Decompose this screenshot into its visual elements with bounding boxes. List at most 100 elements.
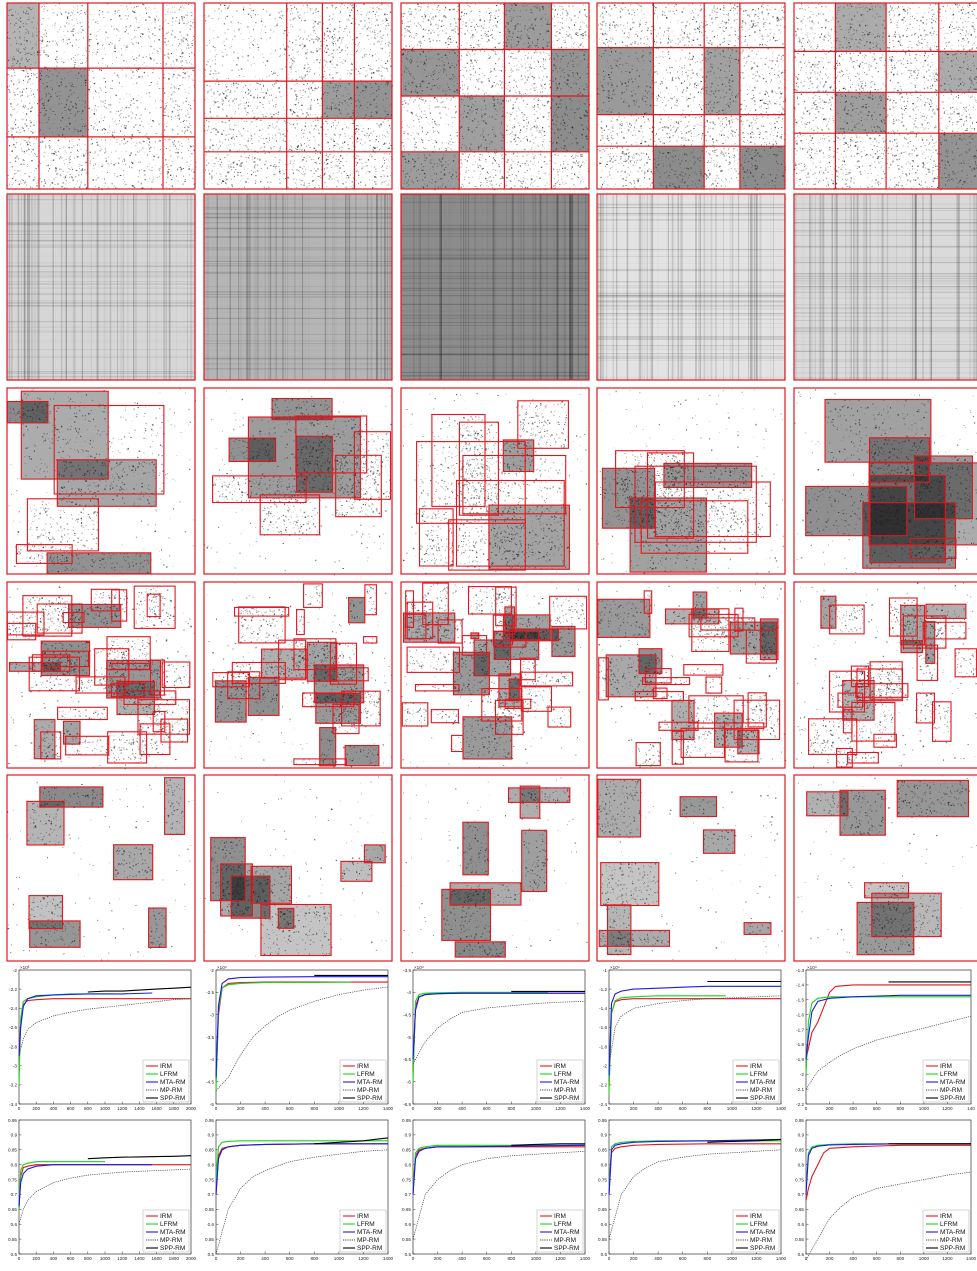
auc-chart-1: 0.50.550.60.650.70.750.80.850.90.950 200 4… <box>8 1118 197 1261</box>
legend-label: IRM <box>554 1063 566 1070</box>
x-tick-label: 1600 <box>151 1256 162 1261</box>
matrix-panel-r2-c4 <box>597 194 786 380</box>
y-tick-label: 0.85 <box>795 1148 804 1153</box>
dense-block <box>608 905 631 955</box>
y-tick-label: -1 <box>603 968 608 973</box>
x-tick-label: 600 <box>873 1256 881 1261</box>
dense-block <box>872 893 941 936</box>
y-tick-label: 0.8 <box>11 1163 18 1168</box>
legend-label: SPP-RM <box>554 1245 579 1252</box>
x-tick-label: 1000 <box>727 1256 738 1261</box>
matrix-panel-r3-c5 <box>794 388 977 574</box>
x-tick-label: 1400 <box>776 1256 787 1261</box>
dense-block <box>459 96 504 152</box>
x-tick-label: 1200 <box>942 1256 953 1261</box>
dense-block <box>835 3 886 51</box>
y-tick-label: -1.6 <box>796 1013 804 1018</box>
y-tick-label: -1.8 <box>599 1044 607 1049</box>
dense-block <box>463 822 488 875</box>
legend-label: MP-RM <box>160 1237 182 1244</box>
y-tick-label: 0.95 <box>598 1118 607 1123</box>
y-tick-label: 0.75 <box>8 1177 17 1182</box>
dense-block <box>821 596 836 628</box>
matrix-panel-r5-c5 <box>794 775 977 962</box>
legend-label: MP-RM <box>554 1237 576 1244</box>
legend-label: MTA-RM <box>160 1229 186 1236</box>
y-tick-label: 0.6 <box>405 1222 412 1227</box>
x-tick-label: 800 <box>507 1106 515 1111</box>
y-exponent-label: ×10⁴ <box>217 965 227 970</box>
y-tick-label: 0.6 <box>601 1222 608 1227</box>
matrix-panel-r3-c2 <box>204 388 392 575</box>
dense-block <box>503 615 550 640</box>
x-tick-label: 800 <box>84 1106 92 1111</box>
x-tick-label: 1400 <box>966 1256 977 1261</box>
dense-block <box>114 845 153 880</box>
x-tick-label: 600 <box>679 1106 687 1111</box>
x-tick-label: 1600 <box>151 1106 162 1111</box>
y-tick-label: 0.65 <box>205 1207 214 1212</box>
y-tick-label: -2.2 <box>796 1102 804 1107</box>
matrix-panel-r1-c2 <box>204 3 393 190</box>
legend-label: MP-RM <box>357 1237 379 1244</box>
x-tick-label: 600 <box>67 1256 75 1261</box>
loglik-chart-4: -2.4-2.2-2-1.8-1.6-1.4-1.2-10 200 400 600 80… <box>599 965 786 1111</box>
y-exponent-label: ×10⁴ <box>414 965 424 970</box>
y-tick-label: 0.9 <box>601 1133 608 1138</box>
y-tick-label: 0.7 <box>208 1192 215 1197</box>
legend-label: SPP-RM <box>357 1245 382 1252</box>
y-tick-label: -2.5 <box>206 990 214 995</box>
y-tick-label: -1.5 <box>796 998 804 1003</box>
legend-label: MP-RM <box>554 1087 576 1094</box>
auc-chart-5: 0.50.550.60.650.70.750.80.850.90.950 200 4… <box>795 1118 977 1261</box>
legend-label: SPP-RM <box>750 1095 775 1102</box>
legend-label: IRM <box>940 1213 952 1220</box>
x-tick-label: 400 <box>458 1256 466 1261</box>
y-tick-label: -3 <box>210 1013 215 1018</box>
y-tick-label: 0.5 <box>208 1252 215 1257</box>
x-tick-label: 400 <box>849 1106 857 1111</box>
matrix-panel-r4-c3 <box>401 582 589 768</box>
x-tick-label: 1400 <box>776 1106 787 1111</box>
x-tick-label: 0 <box>18 1106 21 1111</box>
y-tick-label: 0.8 <box>405 1163 412 1168</box>
x-tick-label: 200 <box>237 1256 245 1261</box>
y-tick-label: -1.7 <box>796 1027 804 1032</box>
y-tick-label: -1.4 <box>796 983 804 988</box>
y-tick-label: -3.2 <box>9 1083 17 1088</box>
auc-chart-3: 0.50.550.60.650.70.750.80.850.90.950 200 4… <box>402 1118 591 1261</box>
y-tick-label: -2.2 <box>599 1083 607 1088</box>
x-tick-label: 1400 <box>580 1106 591 1111</box>
dense-block <box>504 3 551 50</box>
x-tick-label: 1400 <box>580 1256 591 1261</box>
x-tick-label: 1000 <box>100 1256 111 1261</box>
x-tick-label: 800 <box>896 1256 904 1261</box>
y-tick-label: 0.55 <box>402 1237 411 1242</box>
legend-label: MTA-RM <box>357 1229 383 1236</box>
y-tick-label: 0.85 <box>402 1148 411 1153</box>
y-tick-label: 0.55 <box>795 1237 804 1242</box>
x-tick-label: 1000 <box>727 1106 738 1111</box>
legend-label: LFRM <box>940 1221 958 1228</box>
x-tick-label: 1000 <box>334 1256 345 1261</box>
dense-block <box>354 81 392 118</box>
dense-block <box>840 790 885 835</box>
legend-label: SPP-RM <box>160 1245 185 1252</box>
loglik-chart-5: -2.2-2.1-2-1.9-1.8-1.7-1.6-1.5-1.4-1.30 2… <box>796 965 975 1111</box>
legend-label: SPP-RM <box>160 1095 185 1102</box>
y-tick-label: 0.6 <box>798 1222 805 1227</box>
x-tick-label: 1200 <box>555 1256 566 1261</box>
matrix-panel-r3-c4 <box>597 388 785 574</box>
y-tick-label: 0.55 <box>8 1237 17 1242</box>
y-tick-label: -2 <box>13 968 18 973</box>
x-tick-label: 200 <box>826 1106 834 1111</box>
x-tick-label: 400 <box>654 1106 662 1111</box>
legend-label: IRM <box>554 1213 566 1220</box>
y-tick-label: 0.7 <box>11 1192 18 1197</box>
x-tick-label: 1800 <box>169 1256 180 1261</box>
x-tick-label: 1800 <box>169 1106 180 1111</box>
legend-label: LFRM <box>940 1071 958 1078</box>
